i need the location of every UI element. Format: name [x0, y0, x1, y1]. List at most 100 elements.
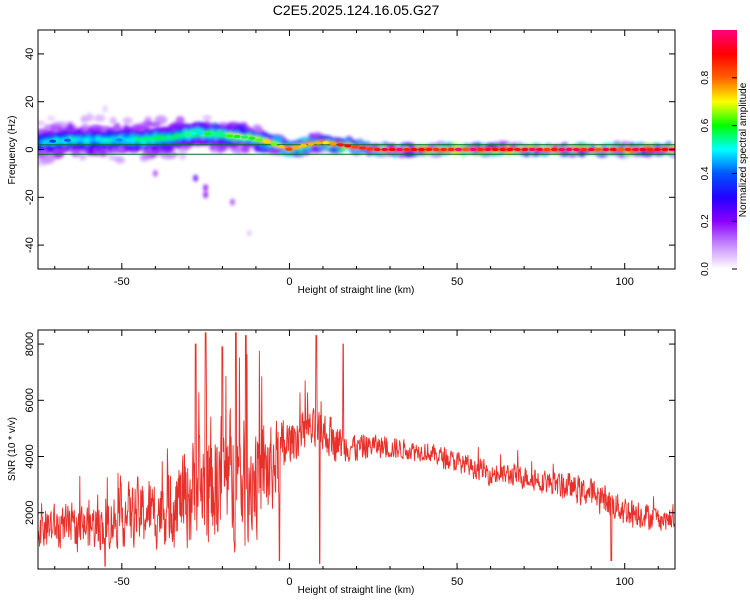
colorbar-tick-label: 0.8 — [700, 70, 711, 84]
spectrogram-cell — [139, 152, 150, 162]
spectrogram-cell — [229, 143, 239, 148]
spectrogram-scatter-point — [203, 184, 209, 192]
spectrogram-core-cell — [218, 133, 226, 137]
spectrogram-x-label: Height of straight line (km) — [298, 285, 415, 296]
spectrogram-cell — [38, 120, 46, 126]
spectrogram-y-label: Frequency (Hz) — [7, 116, 18, 185]
spectrogram-scatter-point — [203, 191, 209, 199]
spectrogram-core-cell — [241, 135, 249, 139]
snr-x-tick-label: 0 — [286, 576, 292, 588]
spectrogram-core-cell — [572, 147, 580, 152]
spectrogram-core-cell — [373, 147, 381, 152]
spectrogram-cell — [79, 153, 87, 161]
spectrogram-core-cell — [646, 147, 654, 152]
spectrogram-core-cell — [388, 147, 396, 152]
snr-y-tick-label: 8000 — [24, 332, 36, 356]
spectrogram-core-cell — [277, 145, 285, 149]
spectrogram-core-cell — [484, 147, 492, 152]
spectrogram-core-cell — [329, 142, 337, 146]
spectrogram-cell — [252, 124, 262, 132]
spectrogram-cell — [209, 145, 220, 150]
spectrogram-core-cell — [440, 147, 448, 152]
spectrogram-core-cell — [550, 147, 558, 152]
spectrogram-core-cell — [344, 144, 352, 148]
spectrogram-cell — [154, 115, 168, 125]
spectrogram-scatter-point — [229, 198, 235, 206]
spectrogram-cell — [219, 143, 229, 151]
spectrogram-core-cell — [336, 143, 344, 147]
spectrogram-core-cell — [469, 147, 477, 152]
spectrogram-core-cell — [654, 147, 662, 152]
spectrogram-core-cell — [609, 147, 617, 152]
spectrogram-core-cell — [558, 147, 566, 152]
spectrogram-core-cell — [285, 147, 293, 151]
spectrogram-core-cell — [454, 147, 462, 152]
spectrogram-core-cell — [410, 147, 418, 152]
spectrogram-core-cell — [233, 134, 241, 139]
spectrogram-core-cell — [506, 147, 514, 152]
snr-x-tick-label: -50 — [114, 576, 130, 588]
spectrogram-core-cell — [49, 139, 57, 143]
spectrogram-heat-layer — [38, 105, 675, 237]
spectrogram-scatter-point — [193, 174, 199, 182]
spectrogram-core-cell — [270, 142, 278, 146]
snr-x-tick-label: 100 — [616, 576, 634, 588]
spectrogram-core-cell — [314, 141, 322, 145]
spectrogram-core-cell — [602, 147, 610, 152]
colorbar-ticks: 0.0 0.2 0.4 0.6 0.8 — [700, 70, 737, 276]
snr-frame — [37, 329, 676, 570]
spectrogram-cell — [109, 116, 117, 125]
spectrogram-core-cell — [565, 147, 573, 152]
spectrogram-core-cell — [359, 146, 367, 150]
colorbar: 0.0 0.2 0.4 0.6 0.8 Normalized spectral ampl… — [700, 30, 749, 276]
spectrogram-core-cell — [631, 147, 639, 152]
spectrogram-core-cell — [425, 147, 433, 152]
spectrogram-core-cell — [587, 147, 595, 152]
spectrogram-core-cell — [381, 147, 389, 152]
spectrogram-core-cell — [595, 147, 603, 152]
spectrogram-core-cell — [300, 143, 308, 148]
spectrogram-core-cell — [491, 147, 499, 152]
spectrogram-core-cell — [580, 147, 588, 152]
colorbar-gradient — [712, 30, 737, 269]
spectrogram-core-cell — [115, 138, 123, 142]
spectrogram-scatter-point — [246, 229, 252, 237]
spectrogram-core-cell — [255, 138, 263, 142]
snr-panel: -50 0 50 100 2000 4000 6000 8000 Height of stra… — [7, 329, 676, 596]
spectrogram-core-cell — [292, 145, 300, 150]
spectrogram-cell — [175, 115, 185, 126]
spectrogram-x-tick-label: 50 — [451, 276, 463, 288]
spectrogram-frame — [37, 29, 676, 270]
spectrogram-core-cell — [226, 134, 234, 138]
spectrogram-y-tick-label: -40 — [24, 237, 36, 253]
spectrogram-core-cell — [521, 147, 529, 152]
spectrogram-core-cell — [432, 147, 440, 152]
snr-ticks: -50 0 50 100 2000 4000 6000 8000 — [24, 330, 675, 588]
spectrogram-y-tick-label: -20 — [24, 189, 36, 205]
spectrogram-panel: -50 0 50 100 -40 -20 0 20 40 Height of straight … — [7, 29, 676, 296]
spectrogram-core-cell — [64, 138, 72, 142]
spectrogram-cell — [122, 117, 133, 125]
spectrogram-core-cell — [617, 147, 625, 152]
snr-y-tick-label: 2000 — [24, 501, 36, 525]
spectrogram-core-cell — [661, 147, 669, 152]
spectrogram-cell — [47, 115, 56, 121]
snr-x-label: Height of straight line (km) — [298, 585, 415, 596]
spectrogram-core-cell — [322, 141, 330, 145]
colorbar-tick-label: 0.4 — [700, 166, 711, 180]
spectrogram-x-tick-label: -50 — [114, 276, 130, 288]
spectrogram-core-cell — [196, 131, 204, 135]
spectrogram-x-tick-label: 0 — [286, 276, 292, 288]
spectrogram-cell — [147, 122, 162, 127]
spectrogram-scatter-point — [152, 169, 158, 177]
colorbar-tick-label: 0.0 — [700, 262, 711, 276]
spectrogram-core-cell — [513, 147, 521, 152]
snr-y-tick-label: 6000 — [24, 388, 36, 412]
snr-y-label: SNR (10 * v/v) — [7, 417, 18, 481]
spectrogram-y-tick-label: 0 — [24, 146, 36, 152]
spectrogram-core-cell — [499, 147, 507, 152]
spectrogram-core-cell — [462, 147, 470, 152]
spectrogram-cell — [202, 115, 213, 120]
spectrogram-cell — [267, 148, 278, 155]
spectrogram-y-tick-label: 40 — [24, 48, 36, 60]
